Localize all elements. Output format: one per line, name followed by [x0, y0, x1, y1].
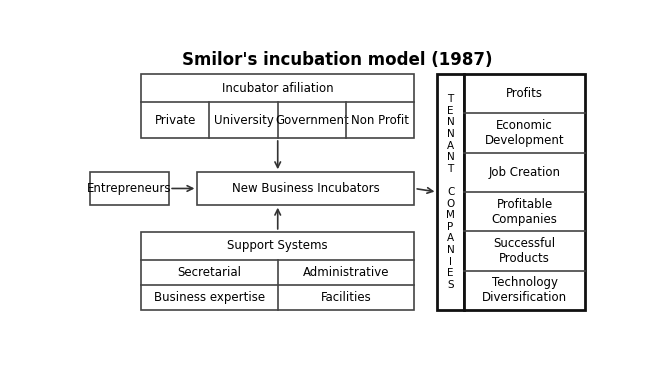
Text: Economic
Development: Economic Development: [485, 119, 565, 147]
FancyBboxPatch shape: [90, 172, 169, 205]
FancyBboxPatch shape: [141, 232, 415, 310]
Text: Technology
Diversification: Technology Diversification: [482, 276, 567, 304]
Text: Administrative: Administrative: [302, 266, 389, 279]
Text: Profits: Profits: [506, 87, 543, 100]
Text: T
E
N
N
A
N
T
 
C
O
M
P
A
N
I
E
S: T E N N A N T C O M P A N I E S: [446, 94, 455, 290]
Text: Business expertise: Business expertise: [154, 291, 265, 304]
Text: Smilor's incubation model (1987): Smilor's incubation model (1987): [183, 51, 493, 69]
FancyBboxPatch shape: [141, 74, 415, 138]
FancyBboxPatch shape: [438, 74, 464, 310]
Text: Private: Private: [155, 114, 196, 127]
Text: Entrepreneurs: Entrepreneurs: [88, 182, 172, 195]
Text: Government: Government: [275, 114, 349, 127]
Text: Incubator afiliation: Incubator afiliation: [222, 82, 333, 95]
Text: Profitable
Companies: Profitable Companies: [492, 198, 558, 226]
Text: Facilities: Facilities: [321, 291, 372, 304]
Text: Secretarial: Secretarial: [177, 266, 241, 279]
FancyBboxPatch shape: [464, 74, 585, 310]
Text: Non Profit: Non Profit: [351, 114, 409, 127]
Text: Successful
Products: Successful Products: [494, 237, 556, 265]
Text: University: University: [214, 114, 273, 127]
FancyBboxPatch shape: [197, 172, 415, 205]
Text: Support Systems: Support Systems: [227, 239, 328, 252]
Text: New Business Incubators: New Business Incubators: [232, 182, 380, 195]
Text: Job Creation: Job Creation: [489, 166, 561, 179]
